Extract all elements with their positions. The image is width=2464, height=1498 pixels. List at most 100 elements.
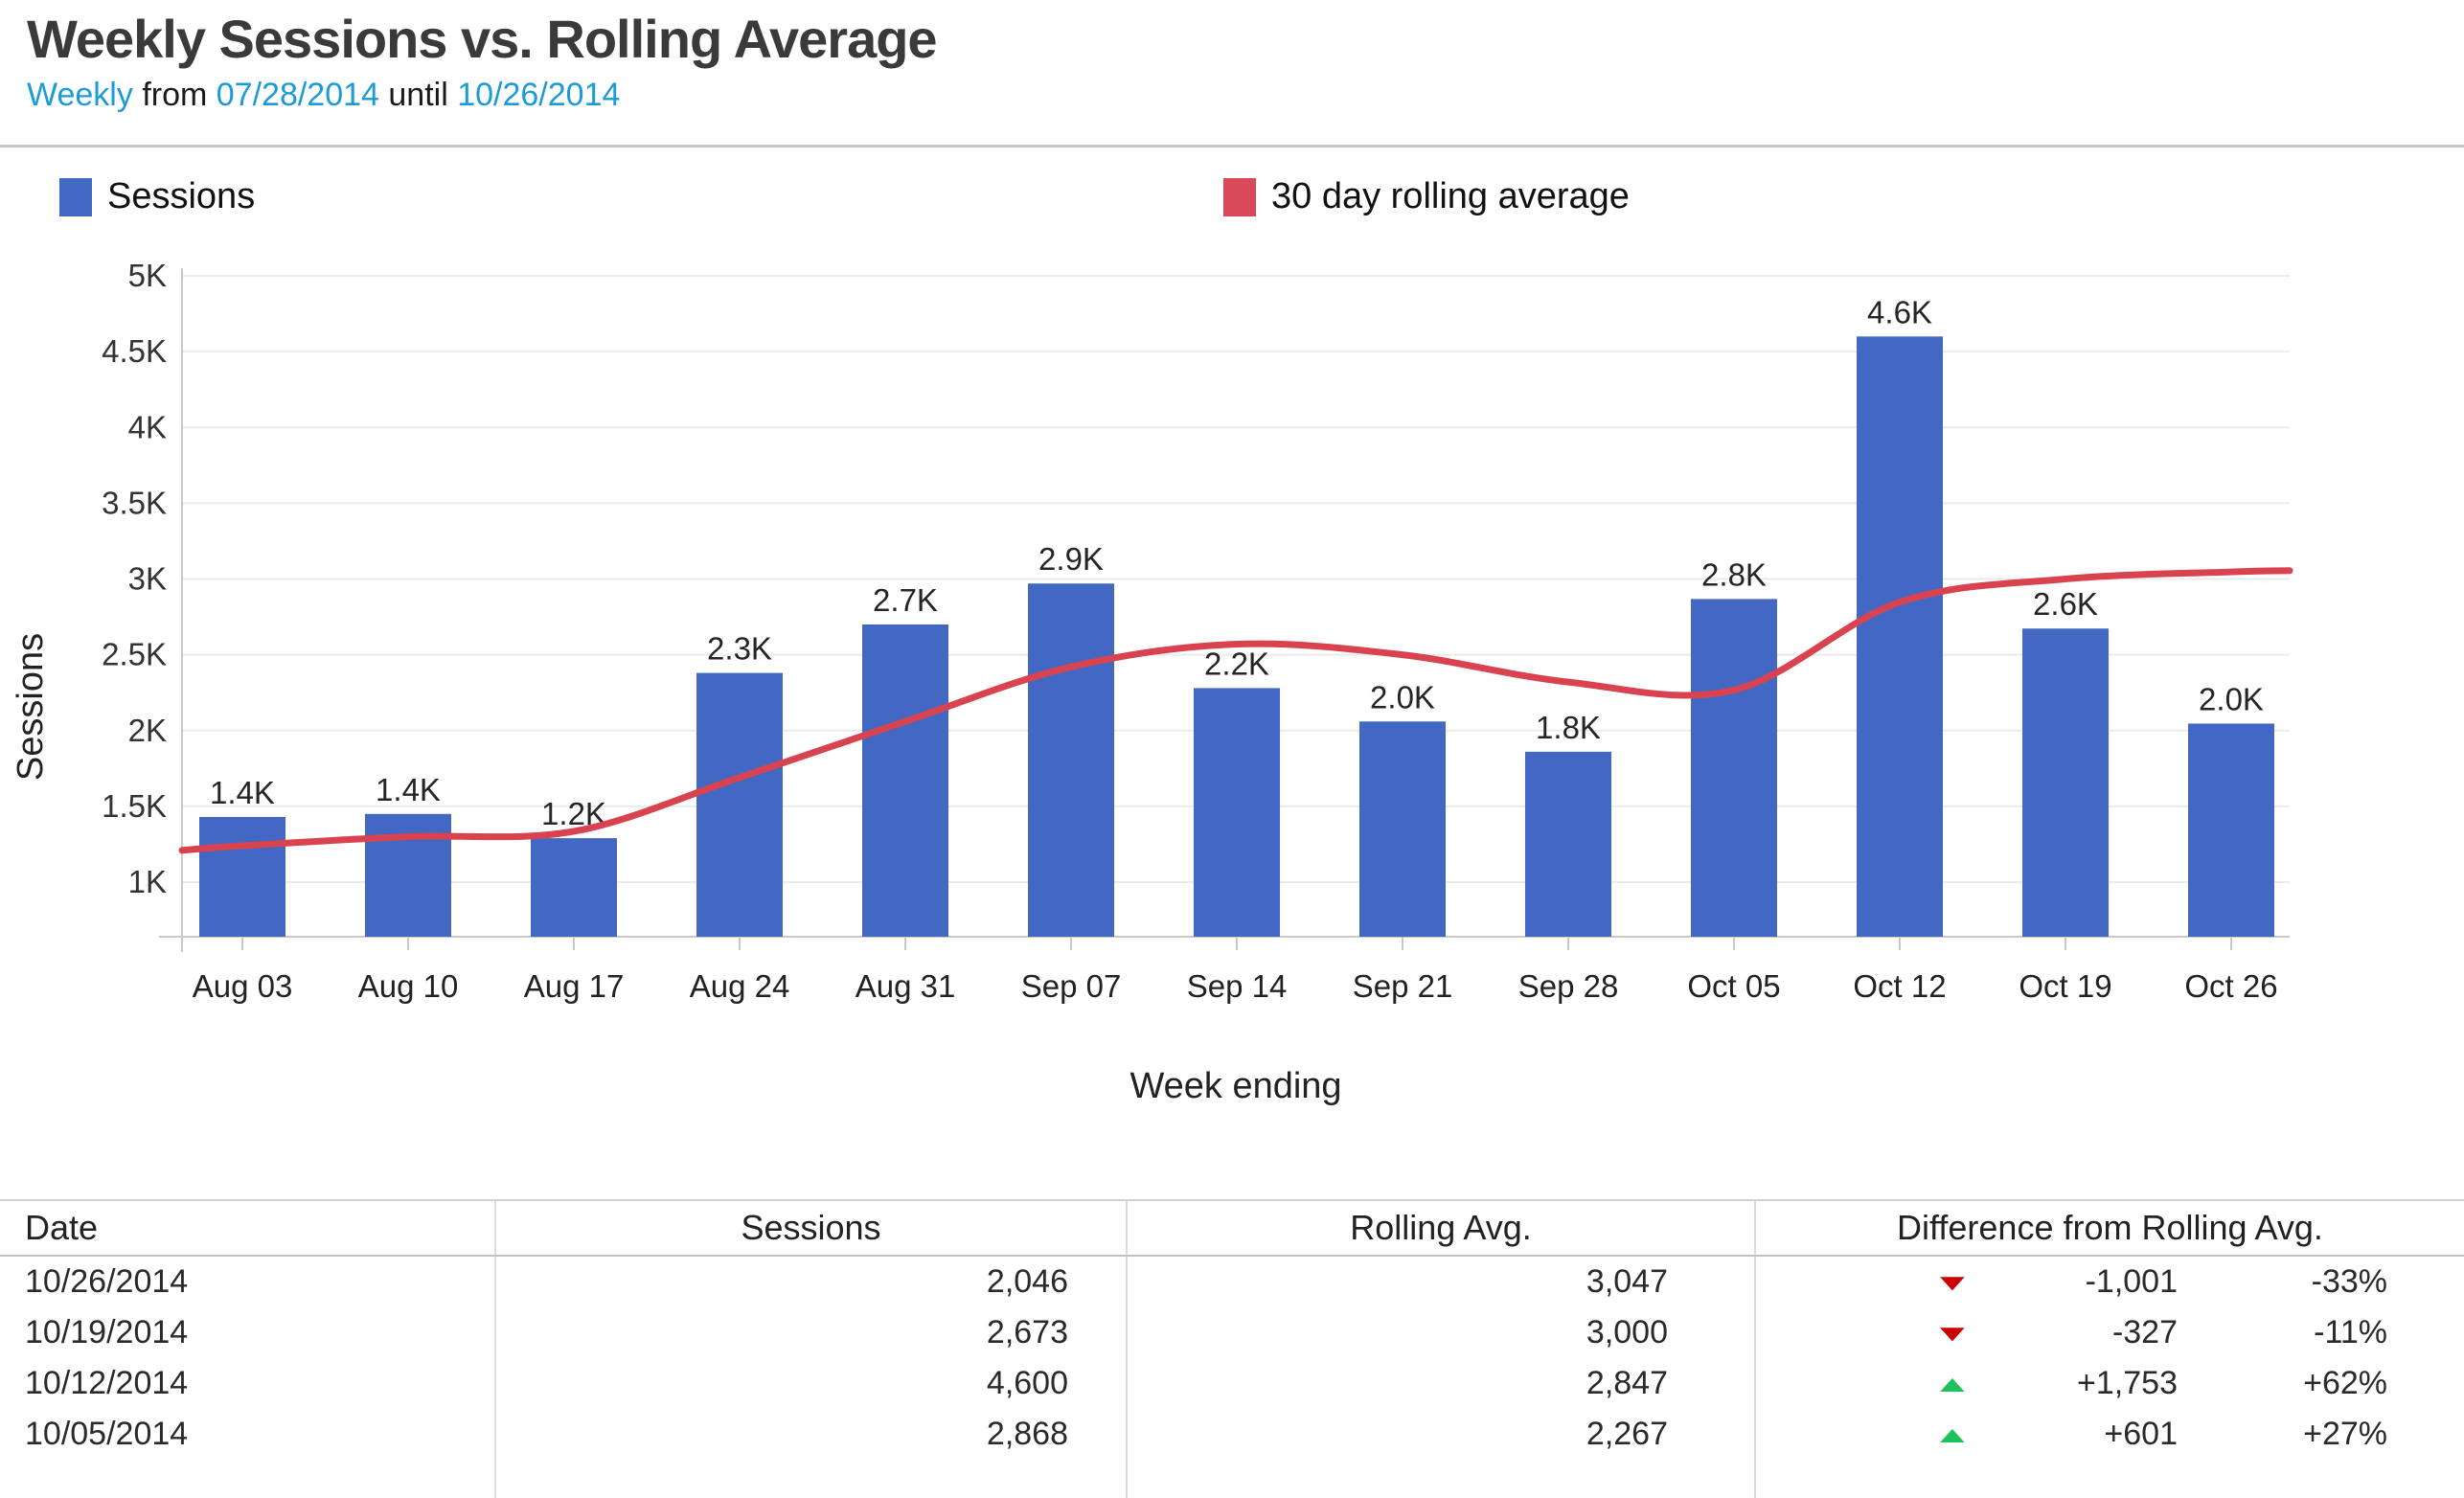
rolling-average-line[interactable] <box>178 567 2293 854</box>
x-axis-tick-label: Sep 07 <box>1021 968 1122 1004</box>
bar-value-label: 2.0K <box>2199 681 2264 716</box>
trend-down-icon: ▼ <box>1931 1321 1973 1347</box>
bar-value-label: 2.3K <box>707 631 772 667</box>
rolling-avg-cell: 3,047 <box>1128 1257 1756 1307</box>
x-axis-tick-label: Oct 26 <box>2184 968 2277 1004</box>
difference-percent: +27% <box>2303 1416 2387 1452</box>
x-axis-tick-label: Aug 24 <box>690 968 790 1004</box>
start-date-link[interactable]: 07/28/2014 <box>216 76 379 113</box>
legend-item-rolling-average[interactable]: 30 day rolling average <box>1223 176 1630 217</box>
x-axis-tick-label: Sep 21 <box>1353 968 1453 1004</box>
bar-value-label: 4.6K <box>1867 294 1932 329</box>
bar-value-label: 2.8K <box>1701 556 1767 592</box>
x-axis-tick-label: Aug 17 <box>524 968 625 1004</box>
y-axis-tick-label: 2K <box>128 713 167 748</box>
chart-bar[interactable] <box>365 813 451 937</box>
y-axis-tick-label: 2.5K <box>102 637 167 672</box>
rolling-avg-cell: 2,267 <box>1128 1409 1756 1460</box>
sessions-cell: 2,673 <box>496 1307 1128 1358</box>
difference-percent: +62% <box>2303 1365 2387 1401</box>
bar-value-label: 2.7K <box>873 582 938 618</box>
y-axis-tick-label: 1.5K <box>102 788 167 824</box>
trend-down-icon: ▼ <box>1931 1270 1973 1296</box>
bar-value-label: 2.6K <box>2033 586 2098 622</box>
table-header-row: Date Sessions Rolling Avg. Difference fr… <box>0 1201 2464 1257</box>
sessions-swatch-icon <box>59 177 92 216</box>
date-cell: 10/05/2014 <box>0 1409 496 1460</box>
sessions-cell: 2,868 <box>496 1409 1128 1460</box>
chart-bar[interactable] <box>1525 751 1611 937</box>
table-row: 10/12/2014 4,600 2,847 ▲ +1,753 +62% <box>0 1358 2464 1409</box>
y-axis-tick-label: 4K <box>128 409 167 444</box>
y-axis-tick-label: 1K <box>128 864 167 899</box>
chart-bar[interactable] <box>199 816 285 937</box>
bar-value-label: 2.0K <box>1370 679 1435 715</box>
sessions-cell: 2,046 <box>496 1257 1128 1307</box>
difference-percent: -33% <box>2311 1263 2387 1300</box>
report-header: Weekly Sessions vs. Rolling Average Week… <box>27 9 938 114</box>
chart-bar[interactable] <box>1194 688 1280 937</box>
table-row: 10/05/2014 2,868 2,267 ▲ +601 +27% <box>0 1409 2464 1460</box>
x-axis-tick-label: Oct 05 <box>1687 968 1780 1004</box>
difference-cell: ▼ -327 -11% <box>1756 1307 2464 1358</box>
trend-up-icon: ▲ <box>1931 1372 1973 1397</box>
chart-bar[interactable] <box>1857 336 1943 937</box>
y-axis-tick-label: 5K <box>128 258 167 293</box>
rolling-avg-cell: 2,847 <box>1128 1358 1756 1409</box>
header-divider <box>0 145 2464 148</box>
bar-value-label: 1.8K <box>1536 710 1601 745</box>
x-axis-tick-label: Aug 31 <box>856 968 956 1004</box>
y-axis-tick-label: 4.5K <box>102 333 167 369</box>
x-axis-tick-label: Aug 10 <box>358 968 459 1004</box>
x-axis-tick-label: Sep 28 <box>1518 968 1619 1004</box>
column-header-sessions: Sessions <box>496 1201 1128 1255</box>
chart-bar[interactable] <box>2188 723 2274 937</box>
y-axis-tick-label: 3.5K <box>102 485 167 520</box>
column-header-rolling: Rolling Avg. <box>1128 1201 1756 1255</box>
end-date-link[interactable]: 10/26/2014 <box>457 76 621 113</box>
from-word: from <box>142 76 208 113</box>
x-axis-title: Week ending <box>1129 1066 1341 1106</box>
difference-value: -327 <box>2111 1314 2178 1350</box>
x-axis-tick-label: Sep 14 <box>1187 968 1288 1004</box>
y-axis-tick-label: 3K <box>128 561 167 597</box>
page-title: Weekly Sessions vs. Rolling Average <box>27 9 938 69</box>
chart-bar[interactable] <box>862 624 948 937</box>
difference-value: +1,753 <box>2077 1365 2178 1401</box>
chart-bar[interactable] <box>1691 599 1777 937</box>
column-header-difference: Difference from Rolling Avg. <box>1897 1208 2323 1247</box>
sessions-cell: 4,600 <box>496 1358 1128 1409</box>
difference-cell: ▼ -1,001 -33% <box>1756 1257 2464 1307</box>
difference-value: -1,001 <box>2085 1263 2178 1300</box>
chart-bar[interactable] <box>1359 721 1446 937</box>
x-axis-tick-label: Oct 12 <box>1853 968 1946 1004</box>
sessions-chart[interactable]: 1.4K Aug 03 1.4K Aug 10 1.2K Aug 17 2.3K Aug 24… <box>0 247 2464 1119</box>
difference-value: +601 <box>2104 1416 2178 1452</box>
column-header-date: Date <box>0 1201 496 1255</box>
difference-cell: ▲ +1,753 +62% <box>1756 1358 2464 1409</box>
difference-cell: ▲ +601 +27% <box>1756 1409 2464 1460</box>
date-cell: 10/19/2014 <box>0 1307 496 1358</box>
chart-bar[interactable] <box>531 838 617 937</box>
rolling-avg-cell: 3,000 <box>1128 1307 1756 1358</box>
frequency-link[interactable]: Weekly <box>27 76 133 113</box>
trend-up-icon: ▲ <box>1931 1422 1973 1448</box>
bar-value-label: 1.4K <box>210 775 275 810</box>
rolling-average-swatch-icon <box>1223 177 1256 216</box>
bar-value-label: 2.9K <box>1038 541 1104 577</box>
bar-value-label: 2.2K <box>1204 646 1269 681</box>
chart-bar[interactable] <box>696 672 783 937</box>
chart-bar[interactable] <box>2022 628 2109 937</box>
date-range-subtitle: Weekly from 07/28/2014 until 10/26/2014 <box>27 77 937 114</box>
x-axis-tick-label: Oct 19 <box>2019 968 2111 1004</box>
y-axis-title: Sessions <box>11 633 51 781</box>
legend-item-sessions[interactable]: Sessions <box>59 176 255 217</box>
table-row: 10/26/2014 2,046 3,047 ▼ -1,001 -33% <box>0 1257 2464 1307</box>
legend-sessions-label: Sessions <box>107 176 256 216</box>
difference-percent: -11% <box>2314 1314 2387 1350</box>
legend-rolling-label: 30 day rolling average <box>1271 176 1630 216</box>
table-row: 10/19/2014 2,673 3,000 ▼ -327 -11% <box>0 1307 2464 1358</box>
weekly-data-table: Date Sessions Rolling Avg. Difference fr… <box>0 1199 2464 1498</box>
chart-bar[interactable] <box>1028 583 1114 937</box>
